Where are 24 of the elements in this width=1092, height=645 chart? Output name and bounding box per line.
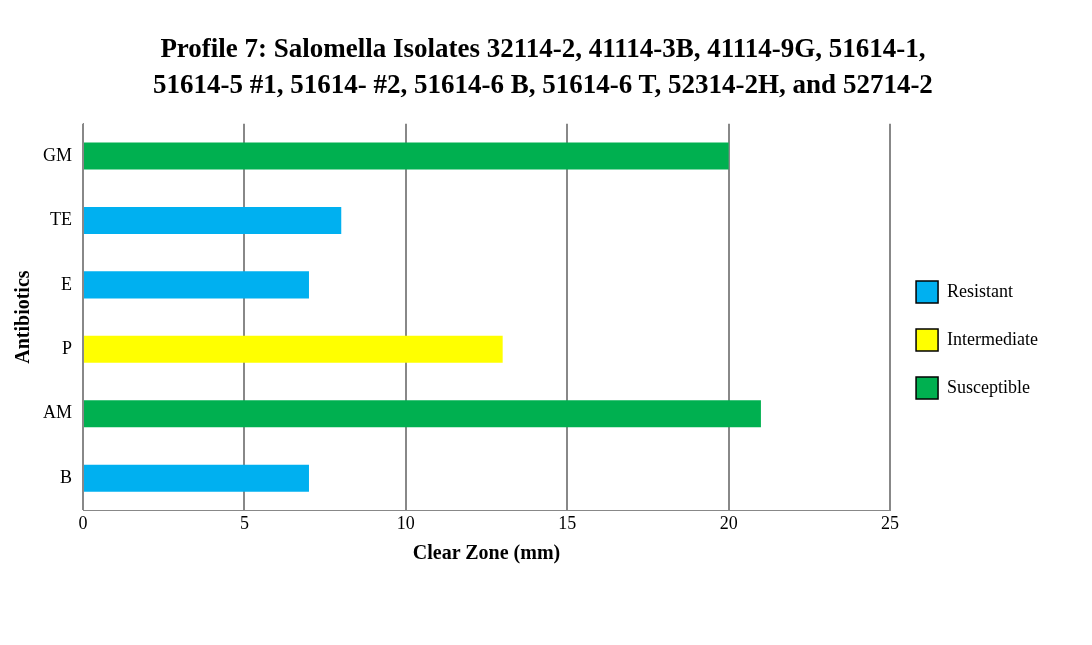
legend-label: Susceptible [947,376,1031,397]
x-tick-label: 15 [558,512,577,533]
y-tick-label: AM [42,402,72,423]
y-axis-title: Antibiotics [11,270,34,364]
legend-label: Intermediate [947,328,1039,349]
x-tick-label: 20 [719,512,738,533]
x-tick-label: 0 [78,512,88,533]
y-tick-label: TE [50,209,72,230]
legend-label: Resistant [947,280,1014,301]
x-tick-label: 10 [396,512,415,533]
y-tick-label: GM [42,144,72,165]
bar [84,400,761,428]
x-tick-label: 25 [881,512,900,533]
bar [84,142,729,170]
y-tick-label: E [61,273,72,294]
chart-title: Profile 7: Salomella Isolates 32114-2, 41114-3B, 41114-9G, 51614-1, 51614-5 #1, 51614- #2, 51614-6 B, 51614-6 T, 52314-2H, and 52714-2 [152,32,934,101]
bar [84,271,309,299]
bar [84,335,503,363]
bar [84,464,309,492]
y-tick-label: B [59,466,72,487]
x-tick-label: 5 [239,512,249,533]
x-axis-title: Clear Zone (mm) [412,541,561,565]
y-tick-label: P [61,338,72,359]
bar [84,206,342,234]
